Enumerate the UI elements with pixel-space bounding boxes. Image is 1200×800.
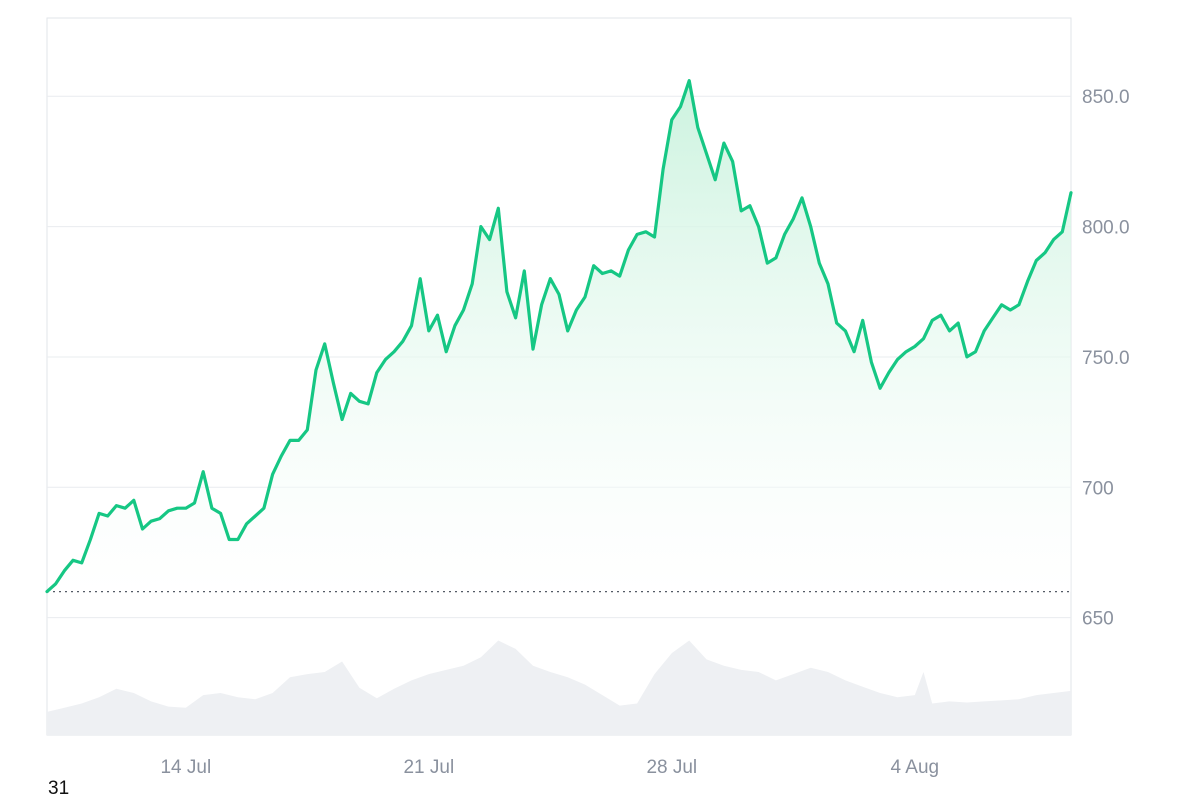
y-tick-label: 800.0: [1082, 218, 1130, 239]
price-line: [45, 79, 1073, 594]
y-axis: 650 700 750.0 800.0 850.0: [1082, 87, 1130, 629]
x-axis: 14 Jul 21 Jul 28 Jul 4 Aug: [160, 757, 939, 778]
price-series: [45, 79, 1073, 594]
x-tick-label: 21 Jul: [403, 757, 454, 778]
y-tick-label: 850.0: [1082, 87, 1130, 108]
y-tick-label: 650: [1082, 609, 1114, 630]
y-tick-label: 700: [1082, 478, 1114, 499]
x-tick-label: 28 Jul: [646, 757, 697, 778]
price-area: [47, 80, 1071, 592]
price-fill: [47, 80, 1071, 592]
y-tick-label: 750.0: [1082, 348, 1130, 369]
corner-label: 31: [48, 778, 70, 799]
x-tick-label: 4 Aug: [890, 757, 939, 778]
volume-series: [47, 640, 1071, 735]
volume-area: [47, 640, 1071, 735]
x-tick-label: 14 Jul: [160, 757, 211, 778]
